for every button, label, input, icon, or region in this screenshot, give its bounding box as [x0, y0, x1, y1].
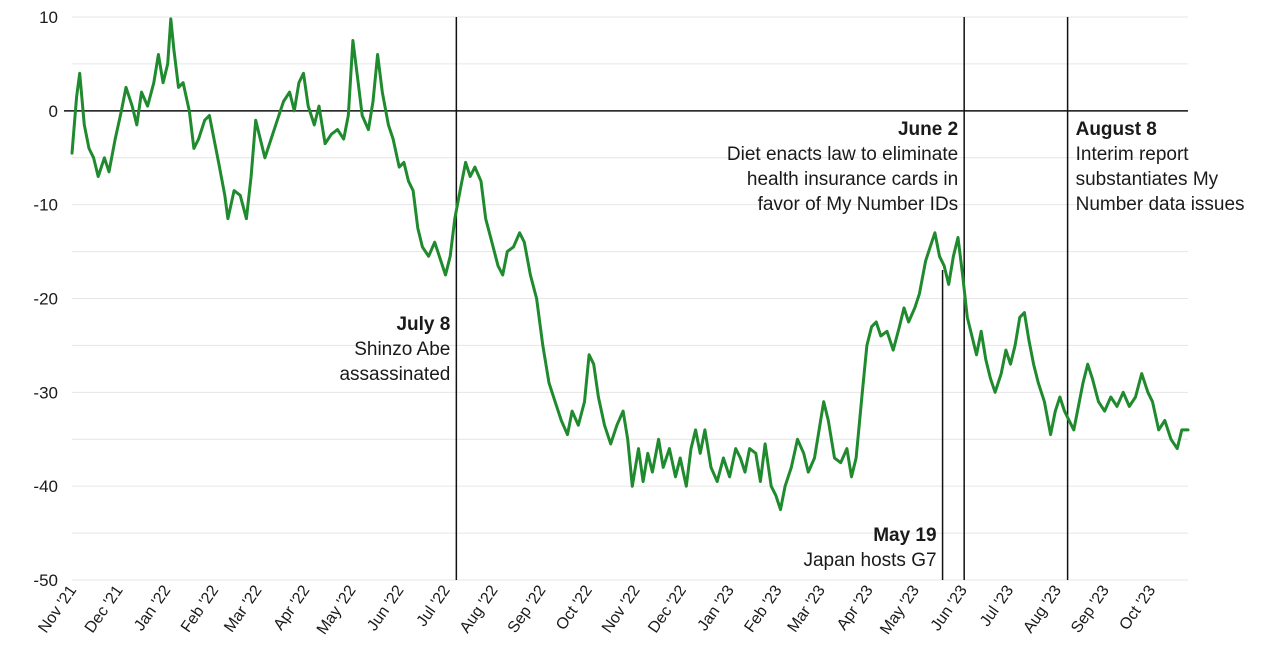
- event-description: Shinzo Abe: [354, 339, 450, 360]
- x-tick-label: Dec '22: [645, 582, 690, 636]
- event-title: July 8: [396, 314, 450, 335]
- x-tick-label: Apr '23: [834, 582, 877, 633]
- x-tick-label: Aug '23: [1020, 582, 1065, 636]
- y-tick-label: -10: [33, 196, 58, 215]
- x-tick-label: Jan '23: [695, 582, 738, 634]
- y-tick-label: -30: [33, 383, 58, 402]
- event-description: assassinated: [339, 364, 450, 385]
- x-tick-label: Jul '22: [414, 582, 454, 629]
- event-description: Number data issues: [1076, 194, 1245, 215]
- event-markers: July 8 Shinzo Abe assassinated May 19 Japan …: [339, 17, 1245, 580]
- x-tick-label: May '22: [314, 582, 360, 637]
- x-tick-label: Mar '22: [221, 582, 265, 635]
- series-line: [70, 17, 1190, 512]
- x-tick-label: Jun '23: [928, 582, 971, 634]
- y-tick-label: 10: [39, 8, 58, 27]
- event-title: June 2: [898, 119, 958, 140]
- x-tick-label: Nov '22: [599, 582, 644, 636]
- y-tick-label: -50: [33, 571, 58, 590]
- y-axis-ticks: 10 0 -10 -20 -30 -40 -50: [33, 8, 58, 590]
- x-tick-label: Jun '22: [364, 582, 407, 634]
- event-title: August 8: [1076, 119, 1157, 140]
- x-tick-label: Dec '21: [82, 582, 127, 636]
- x-tick-label: May '23: [877, 582, 923, 637]
- event-description: favor of My Number IDs: [758, 194, 959, 215]
- x-tick-label: Sep '23: [1068, 582, 1113, 636]
- x-tick-label: Oct '23: [1117, 582, 1160, 633]
- x-tick-label: Mar '23: [785, 582, 829, 635]
- event-description: Interim report: [1076, 144, 1190, 165]
- y-tick-label: -40: [33, 477, 58, 496]
- event-title: May 19: [873, 525, 936, 546]
- event-description: Japan hosts G7: [803, 550, 936, 571]
- x-tick-label: Feb '23: [741, 582, 785, 635]
- x-tick-label: Feb '22: [178, 582, 222, 635]
- event-description: substantiates My: [1076, 169, 1219, 190]
- x-tick-label: Sep '22: [505, 582, 550, 636]
- x-tick-label: Jul '23: [977, 582, 1017, 629]
- x-tick-label: Aug '22: [457, 582, 502, 636]
- gridlines: [64, 16, 1188, 581]
- x-tick-label: Jan '22: [131, 582, 174, 634]
- y-tick-label: 0: [49, 102, 58, 121]
- x-tick-label: Apr '22: [271, 582, 314, 633]
- event-description: health insurance cards in: [747, 169, 958, 190]
- x-tick-label: Oct '22: [553, 582, 596, 633]
- event-description: Diet enacts law to eliminate: [727, 144, 958, 165]
- y-tick-label: -20: [33, 290, 58, 309]
- x-tick-label: Nov '21: [36, 582, 81, 636]
